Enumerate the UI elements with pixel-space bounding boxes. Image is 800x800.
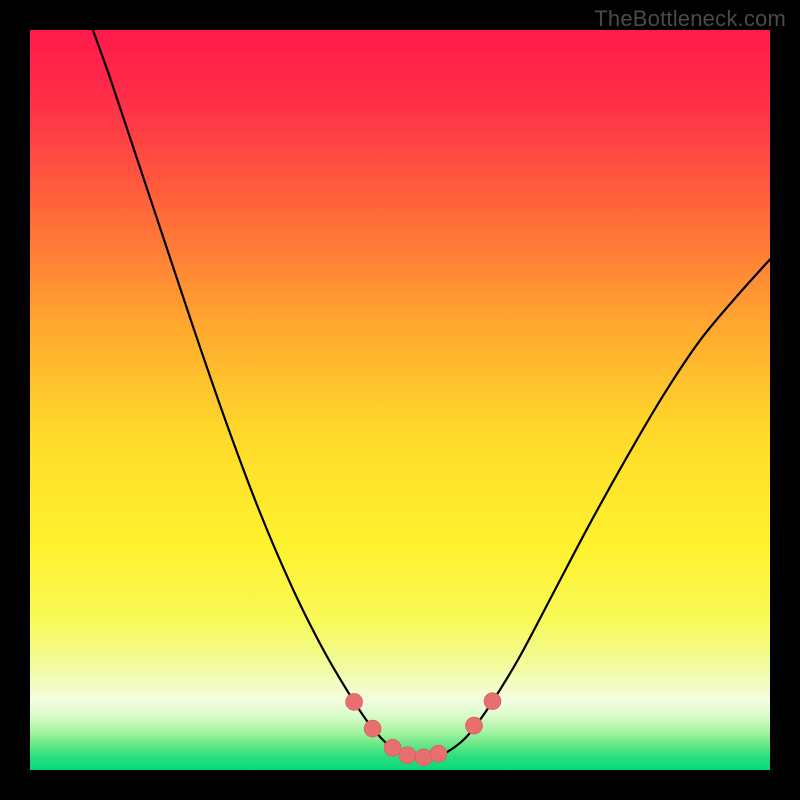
bottleneck-curve-chart xyxy=(0,0,800,800)
marker-dot xyxy=(346,693,363,710)
marker-dot xyxy=(399,747,416,764)
watermark-text: TheBottleneck.com xyxy=(594,6,786,32)
marker-dot xyxy=(430,745,447,762)
marker-dot xyxy=(484,693,501,710)
marker-dot xyxy=(384,739,401,756)
marker-dot xyxy=(466,717,483,734)
chart-frame: TheBottleneck.com xyxy=(0,0,800,800)
plot-gradient-background xyxy=(30,30,770,770)
marker-dot xyxy=(415,749,432,766)
marker-dot xyxy=(364,720,381,737)
